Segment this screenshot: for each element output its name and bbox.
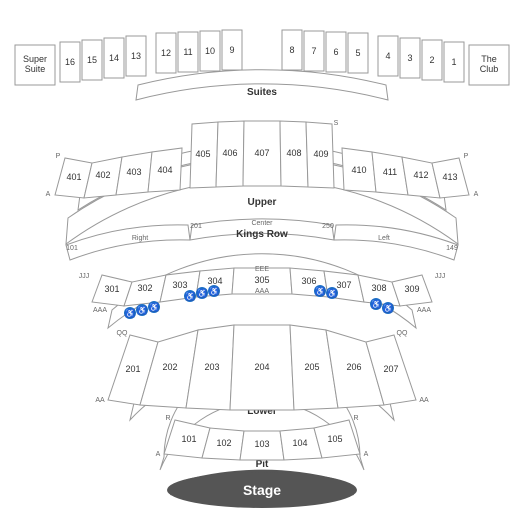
label-405: 405 bbox=[195, 149, 210, 159]
row-200-AA-left: AA bbox=[95, 397, 105, 404]
row-AAA-left: AAA bbox=[93, 307, 107, 314]
label-309: 309 bbox=[404, 284, 419, 294]
row-400-A-right: A bbox=[474, 191, 479, 198]
label-s8: 8 bbox=[289, 45, 294, 55]
label-s7: 7 bbox=[311, 46, 316, 56]
row-200-QQ-right: QQ bbox=[397, 330, 408, 337]
row-200-QQ-left: QQ bbox=[117, 330, 128, 337]
svg-text:♿: ♿ bbox=[209, 286, 219, 296]
label-104: 104 bbox=[292, 438, 307, 448]
label-s12: 12 bbox=[161, 48, 171, 58]
svg-text:♿: ♿ bbox=[137, 305, 147, 315]
kings-row-label: Kings Row bbox=[236, 229, 288, 240]
label-s4: 4 bbox=[385, 51, 390, 61]
stage-label: Stage bbox=[243, 482, 281, 498]
label-s9: 9 bbox=[229, 45, 234, 55]
suites-label: Suites bbox=[247, 87, 277, 98]
svg-text:♿: ♿ bbox=[327, 288, 337, 298]
row-JJJ-left: JJJ bbox=[79, 273, 90, 280]
svg-text:♿: ♿ bbox=[383, 303, 393, 313]
label-s10: 10 bbox=[205, 46, 215, 56]
row-400-S: S bbox=[334, 120, 339, 127]
row-100-A-left: A bbox=[156, 451, 161, 458]
label-306: 306 bbox=[301, 276, 316, 286]
club-label-1: The bbox=[481, 54, 497, 64]
label-307: 307 bbox=[336, 280, 351, 290]
center-label: Center bbox=[251, 220, 273, 227]
label-406: 406 bbox=[222, 148, 237, 158]
super-suite-label-1: Super bbox=[23, 54, 47, 64]
label-101: 101 bbox=[181, 434, 196, 444]
row-AAA-right: AAA bbox=[417, 307, 431, 314]
label-402: 402 bbox=[95, 170, 110, 180]
label-404: 404 bbox=[157, 165, 172, 175]
svg-text:♿: ♿ bbox=[185, 291, 195, 301]
label-203: 203 bbox=[204, 362, 219, 372]
row-400-A-left: A bbox=[46, 191, 51, 198]
label-202: 202 bbox=[162, 362, 177, 372]
label-304: 304 bbox=[207, 276, 222, 286]
kings-149: 149 bbox=[446, 245, 458, 252]
club-label-2: Club bbox=[480, 64, 499, 74]
label-308: 308 bbox=[371, 283, 386, 293]
label-s14: 14 bbox=[109, 53, 119, 63]
label-102: 102 bbox=[216, 438, 231, 448]
label-206: 206 bbox=[346, 362, 361, 372]
label-s6: 6 bbox=[333, 47, 338, 57]
label-201: 201 bbox=[125, 364, 140, 374]
label-s3: 3 bbox=[407, 53, 412, 63]
pit-label: Pit bbox=[256, 459, 269, 470]
kings-left-label: Left bbox=[378, 235, 390, 242]
row-100-R-left: R bbox=[165, 415, 170, 422]
svg-text:♿: ♿ bbox=[149, 302, 159, 312]
label-401: 401 bbox=[66, 172, 81, 182]
svg-text:♿: ♿ bbox=[197, 288, 207, 298]
label-s1: 1 bbox=[451, 57, 456, 67]
label-408: 408 bbox=[286, 148, 301, 158]
label-303: 303 bbox=[172, 280, 187, 290]
label-s11: 11 bbox=[183, 47, 192, 57]
row-400-P-left: P bbox=[56, 153, 61, 160]
label-105: 105 bbox=[327, 434, 342, 444]
row-100-R-right: R bbox=[353, 415, 358, 422]
label-103: 103 bbox=[254, 439, 269, 449]
label-204: 204 bbox=[254, 362, 269, 372]
label-s5: 5 bbox=[355, 48, 360, 58]
label-s15: 15 bbox=[87, 55, 97, 65]
svg-text:♿: ♿ bbox=[371, 299, 381, 309]
label-s13: 13 bbox=[131, 51, 141, 61]
row-300-AAA-center: AAA bbox=[255, 288, 269, 295]
label-409: 409 bbox=[313, 149, 328, 159]
label-412: 412 bbox=[413, 170, 428, 180]
kings-right-label: Right bbox=[132, 235, 148, 242]
label-407: 407 bbox=[254, 148, 269, 158]
kings-250: 250 bbox=[322, 223, 334, 230]
label-302: 302 bbox=[137, 283, 152, 293]
upper-label: Upper bbox=[248, 197, 277, 208]
label-205: 205 bbox=[304, 362, 319, 372]
kings-201: 201 bbox=[190, 223, 202, 230]
label-305: 305 bbox=[254, 275, 269, 285]
row-JJJ-right: JJJ bbox=[435, 273, 446, 280]
label-s2: 2 bbox=[429, 55, 434, 65]
label-403: 403 bbox=[126, 167, 141, 177]
svg-text:♿: ♿ bbox=[315, 286, 325, 296]
row-400-P-right: P bbox=[464, 153, 469, 160]
super-suite-label-2: Suite bbox=[25, 64, 46, 74]
label-301: 301 bbox=[104, 284, 119, 294]
label-411: 411 bbox=[383, 167, 397, 177]
label-410: 410 bbox=[351, 165, 366, 175]
label-413: 413 bbox=[442, 172, 457, 182]
label-s16: 16 bbox=[65, 57, 75, 67]
kings-101: 101 bbox=[66, 245, 78, 252]
label-207: 207 bbox=[383, 364, 398, 374]
row-200-AA-right: AA bbox=[419, 397, 429, 404]
row-300-EEE-center: EEE bbox=[255, 266, 269, 273]
row-100-A-right: A bbox=[364, 451, 369, 458]
svg-text:♿: ♿ bbox=[125, 308, 135, 318]
